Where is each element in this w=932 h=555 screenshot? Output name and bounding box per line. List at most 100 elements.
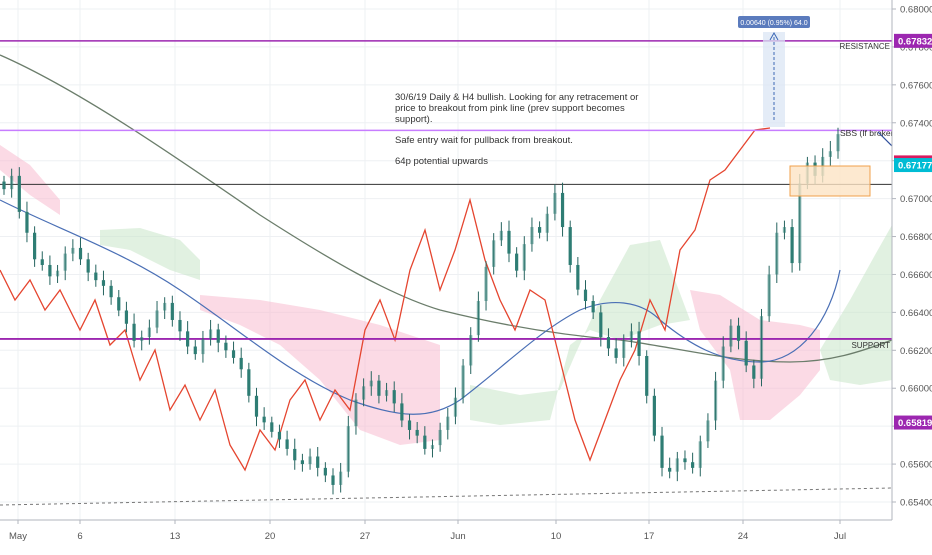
price-tick-label: 0.68000 [900,5,932,16]
lagging-span-line [0,127,771,472]
candle-body [262,416,266,423]
candle-body [790,227,794,264]
candle-body [545,213,549,233]
candle-body [71,247,75,254]
candle-body [86,259,90,273]
candle-body [216,329,220,343]
support-label: SUPPORT [851,341,890,350]
note-line-1: 30/6/19 Daily & H4 bullish. Looking for … [395,92,639,103]
candle-body [239,357,243,370]
candle-body [201,338,205,355]
candle-body [713,380,718,421]
price-tick-label: 0.66200 [900,346,932,357]
candle-body [706,420,710,442]
candle-body [178,319,182,332]
price-tick-label: 0.66400 [900,308,932,319]
candle-body [132,323,136,341]
time-tick-label: Jun [450,531,465,542]
candle-body [331,475,335,485]
candle-body [430,445,435,449]
candle-body [25,211,29,233]
candle-body [476,301,480,336]
candle-body [775,232,779,275]
candle-body [193,346,197,355]
candle-body [407,420,412,430]
candle-body [537,227,542,233]
candle-body [645,355,649,396]
note-line-5: 64p potential upwards [395,156,488,167]
price-badge-label: 0.67832 [898,36,932,47]
candle-body [362,386,366,400]
candle-body [530,227,534,245]
candle-body [48,264,52,277]
candle-body [622,340,626,358]
time-tick-label: 20 [265,531,276,542]
cloud-area [470,240,690,425]
time-tick-label: 24 [738,531,749,542]
candle-body [147,327,151,338]
candle-body [17,175,21,212]
candle-body [683,458,687,463]
cloud-area [200,295,440,445]
candle-body [155,310,159,328]
candle-body [576,264,580,290]
candle-body [63,253,67,271]
price-badge [894,158,932,173]
price-tick-label: 0.67800 [900,42,932,53]
candle-body [231,350,236,358]
candle-body [384,390,389,396]
overlay: 0.00640 (0.95%) 64.0 [738,16,871,197]
candles [2,127,840,495]
candle-body [109,285,113,298]
candle-body [836,134,840,152]
cloud-area [100,228,200,280]
entry-zone-box [789,165,871,197]
levels: RESISTANCE SUPPORT SBS (If broken) [0,40,898,506]
candle-body [392,390,396,404]
candle-body [660,435,664,468]
candle-body [94,272,98,281]
candle-body [400,403,404,421]
price-tick-label: 0.66600 [900,270,932,281]
candle-body [484,266,488,302]
candle-body [668,467,672,472]
measure-label-box [738,16,810,28]
candle-body [652,395,656,436]
time-tick-label: 27 [360,531,371,542]
sbs-label: SBS (If broken) [840,128,898,138]
candle-body [469,335,473,366]
price-tick-label: 0.67600 [900,80,932,91]
resistance-label: RESISTANCE [839,42,890,51]
time-tick-label: 6 [77,531,82,542]
candle-body [55,270,60,277]
candle-body [492,240,496,267]
candle-body [354,399,358,427]
price-tick-label: 0.67000 [900,194,932,205]
candle-body [163,302,167,311]
candle-body [560,192,565,228]
analysis-note: 30/6/19 Daily & H4 bullish. Looking for … [395,92,645,167]
candle-body [591,301,595,313]
candle-body [599,312,603,338]
candle-body [323,467,327,476]
candle-body [446,416,450,430]
candle-body [254,395,259,417]
candle-body [515,253,519,271]
candle-body [423,435,427,449]
price-tick-label: 0.67400 [900,118,932,129]
candle-body [300,460,305,465]
candle-body [285,439,289,449]
time-tick-label: May [9,531,27,542]
cloud-area [820,225,892,385]
candle-body [675,458,679,472]
note-line-4: Safe entry wait for pullback from breako… [395,135,573,146]
candle-body [637,331,641,356]
candle-body [415,429,419,436]
x-axis: May 6 13 20 27 Jun 10 17 24 Jul [0,519,932,550]
candle-body [438,429,442,446]
price-tick-label: 0.66000 [900,384,932,395]
candle-body [507,230,511,254]
time-tick-label: Jul [834,531,846,542]
ma-fast-line [0,199,841,415]
